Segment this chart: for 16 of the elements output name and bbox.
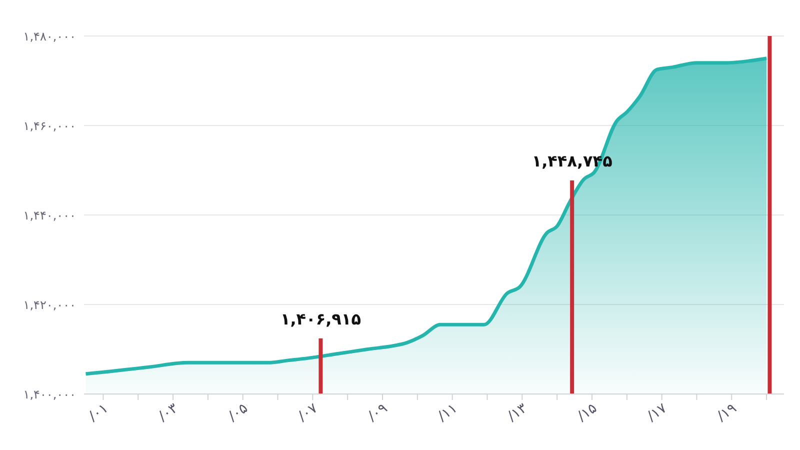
y-tick-label: ۱,۴۴۰,۰۰۰ (23, 208, 76, 222)
y-tick-label: ۱,۴۰۰,۰۰۰ (23, 387, 76, 402)
x-tick-label: /۱۱ (434, 400, 460, 425)
y-tick-label: ۱,۴۲۰,۰۰۰ (23, 298, 76, 312)
x-tick-label: /۱۹ (714, 400, 740, 425)
x-tick-label: /۱۵ (574, 400, 600, 425)
x-tick-label: /۰۹ (365, 400, 390, 425)
y-tick-label: ۱,۴۶۰,۰۰۰ (23, 118, 76, 133)
x-tick-label: /۱۷ (644, 400, 670, 425)
x-tick-label: /۱۳ (504, 400, 531, 425)
x-tick-label: /۰۷ (295, 400, 322, 425)
y-tick-label: ۱,۴۸۰,۰۰۰ (23, 29, 76, 44)
x-tick-label: /۰۳ (156, 400, 182, 425)
x-tick-label: /۰۵ (225, 400, 251, 425)
ref-line-label: ۱,۴۰۶,۹۱۵ (280, 309, 362, 328)
x-tick-label: /۰۱ (86, 400, 112, 425)
